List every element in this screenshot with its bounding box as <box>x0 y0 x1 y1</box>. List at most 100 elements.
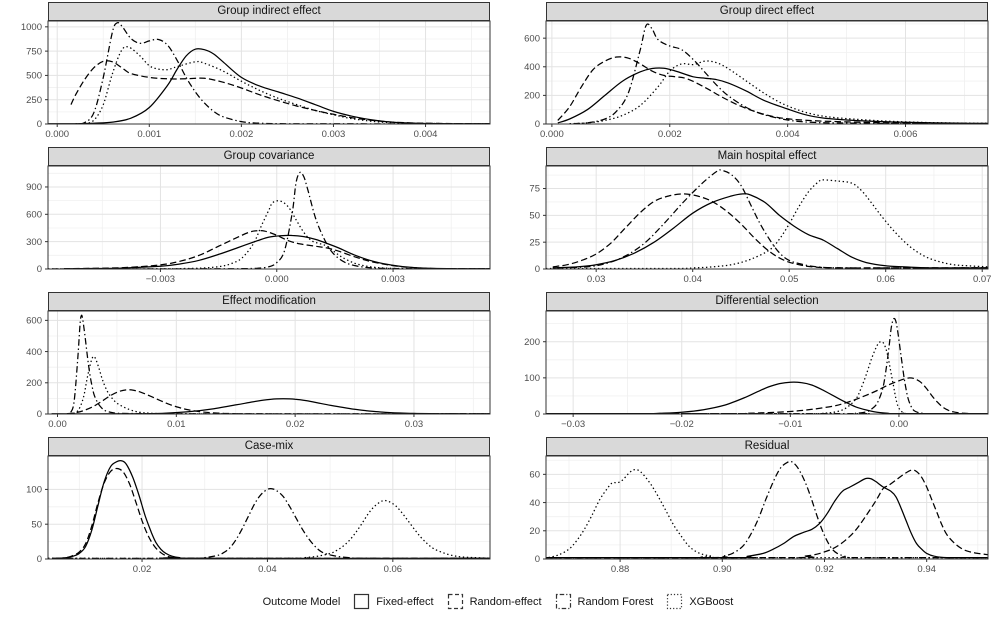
panel-group-direct-effect: 0.000 0.002 0.004 0.006 0 200 400 600 Group dir… <box>498 0 996 145</box>
density-curve-fixed-effect <box>557 67 988 124</box>
dashed-line-key-icon <box>447 593 463 609</box>
strip-residual: Residual <box>546 437 988 456</box>
strip-group-indirect-effect: Group indirect effect <box>48 2 490 21</box>
x-tick-label: −0.03 <box>561 419 585 430</box>
y-tick-label: 0 <box>535 264 540 275</box>
y-tick-label: 750 <box>26 46 42 57</box>
legend-label: Random Forest <box>577 595 654 608</box>
y-tick-label: 400 <box>524 62 540 73</box>
panel-effect-modification: 0.00 0.01 0.02 0.03 0 200 400 600 Effect modifi… <box>0 290 498 435</box>
x-tick-label: −0.02 <box>670 419 694 430</box>
y-tick-label: 0 <box>535 119 540 130</box>
panel-differential-selection: −0.03 −0.02 −0.01 0.00 0 100 200 Differential … <box>498 290 996 435</box>
strip-title: Differential selection <box>715 294 819 307</box>
strip-main-hospital-effect: Main hospital effect <box>546 147 988 166</box>
y-tick-label: 900 <box>26 182 42 193</box>
strip-title: Group covariance <box>223 149 315 162</box>
density-curve-random-forest <box>75 22 490 124</box>
density-curve-fixed-effect <box>552 193 988 269</box>
y-tick-label: 0 <box>37 554 42 565</box>
density-curve-xgboost <box>546 179 988 269</box>
x-tick-label: 0.001 <box>137 129 161 140</box>
differential-selection-plot: −0.03 −0.02 −0.01 0.00 0 100 200 <box>524 310 989 430</box>
density-curve-random-forest <box>569 23 988 124</box>
case-mix-plot: 0.02 0.04 0.06 0 50 100 <box>26 455 491 575</box>
legend-item-random-effect: Random-effect <box>447 593 542 611</box>
strip-title: Group indirect effect <box>217 4 321 17</box>
group-indirect-effect-plot: 0.000 0.001 0.002 0.003 0.004 0 250 500 750 1000 <box>21 20 491 140</box>
legend-item-xgboost: XGBoost <box>666 593 733 611</box>
y-tick-label: 20 <box>529 526 540 537</box>
y-tick-label: 50 <box>31 519 42 530</box>
x-tick-label: 0.000 <box>540 129 564 140</box>
density-curve-fixed-effect <box>57 460 490 559</box>
density-curve-fixed-effect <box>51 398 490 414</box>
y-tick-label: 600 <box>26 316 42 327</box>
legend-item-random-forest: Random Forest <box>555 593 654 611</box>
x-tick-label: 0.03 <box>587 274 606 285</box>
panel-case-mix: 0.02 0.04 0.06 0 50 100 Case-mix <box>0 435 498 580</box>
strip-title: Effect modification <box>222 294 316 307</box>
panel-border <box>545 310 989 415</box>
x-tick-label: 0.07 <box>973 274 992 285</box>
panel-border <box>47 310 491 415</box>
strip-title: Residual <box>744 439 790 452</box>
panel-main-hospital-effect: 0.03 0.04 0.05 0.06 0.07 0 25 50 75 Main hospita… <box>498 145 996 290</box>
strip-group-direct-effect: Group direct effect <box>546 2 988 21</box>
density-curve-random-forest <box>66 314 490 414</box>
y-tick-label: 0 <box>37 119 42 130</box>
density-curve-random-forest <box>48 171 490 269</box>
x-tick-label: 0.06 <box>876 274 895 285</box>
density-curve-random-forest <box>546 460 988 559</box>
x-tick-label: 0.004 <box>776 129 800 140</box>
legend: Outcome Model Fixed-effect Random-effect… <box>0 580 996 623</box>
density-curve-xgboost <box>546 340 988 414</box>
facet-grid: 0.000 0.001 0.002 0.003 0.004 0 250 500 750 1000 … <box>0 0 996 580</box>
panel-border <box>47 20 491 125</box>
x-tick-label: 0.003 <box>322 129 346 140</box>
y-tick-label: 40 <box>529 498 540 509</box>
panel-residual: 0.88 0.90 0.92 0.94 0 20 40 60 Residual <box>498 435 996 580</box>
density-curve-random-forest <box>546 317 988 414</box>
x-tick-label: 0.002 <box>229 129 253 140</box>
density-curve-random-effect <box>63 229 490 269</box>
y-tick-label: 75 <box>529 184 540 195</box>
panel-group-indirect-effect: 0.000 0.001 0.002 0.003 0.004 0 250 500 750 1000 … <box>0 0 498 145</box>
effect-modification-plot: 0.00 0.01 0.02 0.03 0 200 400 600 <box>26 310 491 430</box>
x-tick-label: 0.006 <box>894 129 918 140</box>
x-tick-label: 0.02 <box>133 564 152 575</box>
density-curve-random-effect <box>546 377 988 414</box>
y-tick-label: 500 <box>26 71 42 82</box>
main-hospital-effect-plot: 0.03 0.04 0.05 0.06 0.07 0 25 50 75 <box>529 165 992 285</box>
x-tick-label: 0.05 <box>780 274 799 285</box>
strip-differential-selection: Differential selection <box>546 292 988 311</box>
x-tick-label: 0.002 <box>658 129 682 140</box>
x-tick-label: 0.04 <box>258 564 277 575</box>
y-tick-label: 50 <box>529 211 540 222</box>
residual-plot: 0.88 0.90 0.92 0.94 0 20 40 60 <box>529 455 989 575</box>
strip-title: Group direct effect <box>719 4 815 17</box>
density-curve-fixed-effect <box>546 477 988 559</box>
x-tick-label: 0.03 <box>405 419 424 430</box>
panel-group-covariance: −0.003 0.000 0.003 0 300 600 900 Group covaria… <box>0 145 498 290</box>
x-tick-label: −0.01 <box>778 419 802 430</box>
panel-border <box>545 20 989 125</box>
y-tick-label: 600 <box>524 33 540 44</box>
x-tick-label: 0.000 <box>45 129 69 140</box>
x-tick-label: 0.88 <box>611 564 630 575</box>
density-curve-random-effect <box>57 467 490 559</box>
y-tick-label: 1000 <box>21 22 42 33</box>
x-tick-label: 0.003 <box>381 274 405 285</box>
y-tick-label: 300 <box>26 237 42 248</box>
y-tick-label: 400 <box>26 347 42 358</box>
legend-label: Random-effect <box>469 595 542 608</box>
x-tick-label: 0.06 <box>384 564 403 575</box>
density-curve-random-effect <box>546 469 988 559</box>
legend-item-fixed-effect: Fixed-effect <box>353 593 434 611</box>
density-curve-random-forest <box>552 169 988 269</box>
x-tick-label: 0.00 <box>48 419 67 430</box>
y-tick-label: 25 <box>529 237 540 248</box>
legend-label: XGBoost <box>689 595 734 608</box>
y-tick-label: 0 <box>37 409 42 420</box>
